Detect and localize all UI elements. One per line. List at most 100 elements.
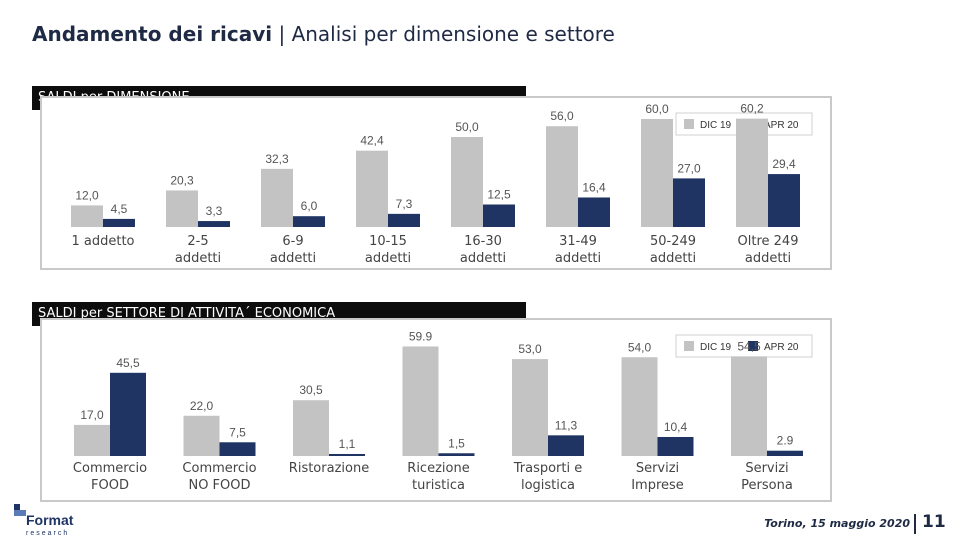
data-label: 60,0	[645, 102, 669, 116]
category-label: Persona	[741, 478, 793, 493]
category-label: addetti	[270, 251, 316, 266]
category-label: Commercio	[73, 461, 147, 476]
bar	[767, 450, 803, 456]
data-label: 7,5	[229, 425, 246, 439]
page-number: 11	[922, 512, 946, 532]
legend-label: APR 20	[764, 120, 799, 131]
category-label: NO FOOD	[188, 478, 250, 493]
data-label: 12,0	[75, 188, 99, 202]
bar	[166, 190, 198, 227]
footer-divider	[914, 514, 916, 534]
bar	[736, 118, 768, 227]
category-label: 16-30	[464, 234, 502, 249]
bar	[293, 216, 325, 227]
data-label: 45,5	[116, 356, 140, 370]
legend: DIC 19 APR 20	[675, 334, 813, 358]
bar	[293, 400, 329, 456]
data-label: 2.9	[777, 434, 794, 448]
bar	[768, 174, 800, 227]
bar	[356, 150, 388, 227]
category-label: 2-5	[187, 234, 208, 249]
chart-dimensione: DIC 19 APR 20 12,0 4,5 1 addetto 20,3 3,3 2-5 ad…	[40, 96, 832, 270]
chart-settore-svg: DIC 19 APR 20 17,0 45,5 Commercio FOOD 22,0 7,5…	[73, 329, 813, 493]
data-label: 12,5	[487, 188, 511, 202]
chart-dimensione-svg: DIC 19 APR 20 12,0 4,5 1 addetto 20,3 3,3 2-5 ad…	[71, 102, 813, 266]
data-label: 6,0	[301, 199, 318, 213]
category-label: addetti	[555, 251, 601, 266]
bar	[731, 356, 767, 456]
logo-text: Format	[26, 512, 74, 528]
bar	[657, 436, 694, 456]
category-label: addetti	[650, 251, 696, 266]
legend-label: DIC 19	[700, 120, 732, 131]
page-title: Andamento dei ricavi | Analisi per dimen…	[32, 22, 615, 46]
logo-icon: Format research	[14, 504, 74, 537]
data-label: 53,0	[518, 342, 542, 356]
category-label: turistica	[412, 478, 465, 493]
category-label: FOOD	[91, 478, 129, 493]
bar	[261, 168, 293, 227]
page-title-rest: Analisi per dimensione e settore	[291, 22, 615, 46]
data-label: 54,5	[737, 339, 761, 353]
bar	[402, 346, 439, 456]
bar	[621, 357, 658, 456]
data-label: 1,1	[339, 437, 356, 451]
category-label: addetti	[365, 251, 411, 266]
data-label: 60,2	[740, 102, 764, 116]
legend-swatch	[748, 341, 758, 351]
category-label: addetti	[175, 251, 221, 266]
bar	[438, 453, 475, 456]
bar	[183, 415, 220, 456]
chart-settore: DIC 19 APR 20 17,0 45,5 Commercio FOOD 22,0 7,5…	[40, 318, 832, 502]
bar	[546, 126, 578, 227]
data-label: 20,3	[170, 173, 194, 187]
legend-label: DIC 19	[700, 342, 732, 353]
page-title-separator: |	[272, 22, 292, 46]
category-label: 6-9	[282, 234, 303, 249]
category-label: Servizi	[636, 461, 679, 476]
category-label: 31-49	[559, 234, 597, 249]
data-label: 27,0	[677, 161, 701, 175]
bar	[71, 205, 103, 227]
bar	[110, 372, 146, 456]
category-label: 10-15	[369, 234, 407, 249]
bar	[641, 119, 673, 227]
legend-label: APR 20	[764, 342, 799, 353]
data-label: 29,4	[772, 157, 796, 171]
legend-swatch	[684, 119, 694, 129]
page-title-bold: Andamento dei ricavi	[32, 22, 273, 46]
category-label: 1 addetto	[71, 234, 134, 249]
category-label: Ristorazione	[289, 461, 369, 476]
bar	[388, 213, 420, 227]
data-label: 7,3	[396, 197, 413, 211]
bar	[673, 178, 705, 227]
section-prefix: SALDI per	[38, 306, 107, 321]
bar	[451, 137, 483, 227]
data-label: 56,0	[550, 109, 574, 123]
category-label: Servizi	[745, 461, 788, 476]
bar	[578, 197, 610, 227]
category-label: Ricezione	[407, 461, 469, 476]
data-label: 1,5	[448, 436, 465, 450]
data-label: 54,0	[628, 340, 652, 354]
data-label: 4,5	[111, 202, 128, 216]
bar	[483, 204, 515, 227]
bar	[219, 442, 256, 456]
category-label: Imprese	[631, 478, 684, 493]
data-label: 10,4	[664, 420, 688, 434]
data-label: 3,3	[206, 204, 223, 218]
data-label: 22,0	[190, 399, 214, 413]
data-label: 11,3	[555, 418, 578, 432]
data-label: 30,5	[299, 383, 323, 397]
category-label: addetti	[745, 251, 791, 266]
footer-date: Torino, 15 maggio 2020	[764, 517, 910, 530]
data-label: 42,4	[360, 134, 384, 148]
data-label: 50,0	[455, 120, 479, 134]
data-label: 32,3	[265, 152, 289, 166]
data-label: 16,4	[582, 180, 606, 194]
bar	[103, 218, 135, 227]
data-label: 17,0	[80, 408, 104, 422]
category-label: addetti	[460, 251, 506, 266]
category-label: Trasporti e	[513, 461, 583, 476]
legend-swatch	[684, 341, 694, 351]
